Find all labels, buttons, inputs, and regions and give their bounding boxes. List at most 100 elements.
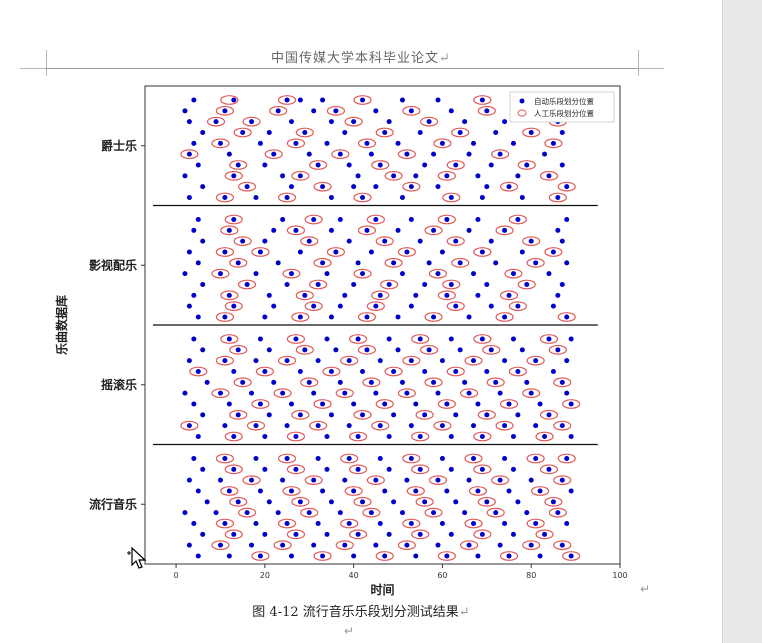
auto-segment-point [346,238,352,244]
manual-segment-marker [411,334,430,344]
auto-segment-point [448,282,454,287]
auto-segment-point [444,488,450,494]
manual-segment-marker [215,247,235,257]
manual-segment-marker [304,301,323,312]
manual-segment-marker [366,475,385,486]
auto-segment-point [342,130,348,135]
auto-segment-point [444,401,450,407]
manual-segment-marker [304,475,323,486]
manual-segment-marker [309,279,328,290]
auto-segment-point [253,195,259,200]
manual-segment-marker [251,551,270,561]
auto-segment-point [355,336,361,342]
manual-segment-marker [557,312,576,322]
auto-segment-point [311,217,317,222]
manual-segment-marker [353,409,372,420]
auto-segment-point [328,314,334,320]
auto-segment-point [315,162,321,168]
auto-segment-point [226,488,232,494]
auto-segment-point [515,369,521,374]
manual-segment-marker [553,377,572,388]
auto-segment-point [395,140,401,146]
auto-segment-point [439,249,445,255]
manual-segment-marker [451,127,470,138]
auto-segment-point [408,521,414,526]
auto-segment-point [519,195,525,200]
auto-segment-point [182,390,188,396]
manual-segment-marker [433,138,452,149]
auto-segment-point [360,195,366,200]
auto-segment-point [328,119,334,125]
manual-segment-marker [277,95,297,105]
auto-segment-point [568,336,574,342]
manual-segment-marker [300,377,319,388]
auto-segment-point [510,271,516,277]
auto-segment-point [413,488,419,494]
auto-segment-point [364,314,370,320]
manual-segment-marker [286,334,306,344]
auto-segment-point [226,401,232,407]
manual-segment-marker [495,225,514,236]
auto-segment-point [373,542,379,548]
auto-segment-point [528,238,534,244]
auto-segment-point [324,531,330,537]
manual-segment-marker [464,453,483,464]
manual-segment-marker [215,312,235,322]
auto-segment-point [244,282,250,287]
manual-segment-marker [224,464,243,475]
manual-segment-marker [224,214,243,225]
auto-segment-point [413,553,419,559]
auto-segment-point [559,282,565,287]
auto-segment-point [399,195,405,200]
manual-segment-marker [220,486,239,496]
auto-segment-point [231,466,237,472]
manual-segment-marker [468,486,488,496]
auto-segment-point [506,184,512,190]
auto-segment-point [404,151,410,157]
manual-segment-marker [353,192,372,203]
auto-segment-point [342,390,348,396]
auto-segment-point [244,510,250,516]
manual-segment-marker [384,170,403,181]
auto-segment-point [315,423,321,429]
manual-segment-marker [424,312,443,322]
manual-segment-marker [477,409,496,420]
manual-segment-marker [420,116,439,127]
auto-segment-point [550,303,556,309]
auto-segment-point [475,488,481,494]
auto-segment-point [386,531,392,537]
manual-segment-marker [220,290,239,301]
auto-segment-point [328,195,334,200]
auto-segment-point [479,336,485,342]
manual-segment-marker [473,529,492,540]
auto-segment-point [315,358,321,364]
auto-segment-point [186,249,192,255]
auto-segment-point [493,510,499,516]
auto-segment-point [564,521,570,526]
auto-segment-point [195,434,201,439]
auto-segment-point [559,542,565,548]
auto-segment-point [240,238,246,244]
auto-segment-point [564,390,570,396]
auto-segment-point [542,151,548,157]
auto-segment-point [337,303,343,309]
manual-segment-marker [522,540,541,551]
manual-segment-marker [224,529,243,540]
auto-segment-point [377,292,383,298]
auto-segment-point [417,130,423,135]
manual-segment-marker [451,257,470,268]
manual-segment-marker [562,399,581,409]
auto-segment-point [231,97,237,103]
auto-segment-point [191,227,197,233]
auto-segment-point [342,477,348,483]
auto-segment-point [328,499,334,505]
auto-segment-point [195,162,201,168]
manual-segment-marker [557,181,576,192]
auto-segment-point [186,358,192,364]
manual-segment-marker [420,344,439,355]
document-page: 中国传媒大学本科毕业论文↵ 爵士乐 影视配乐 摇滚乐 流行音乐 0 20 40 60 80 100… [20,50,664,638]
manual-segment-marker [406,486,425,496]
auto-segment-point [493,260,499,266]
auto-segment-point [484,184,490,190]
auto-segment-point [408,184,414,190]
